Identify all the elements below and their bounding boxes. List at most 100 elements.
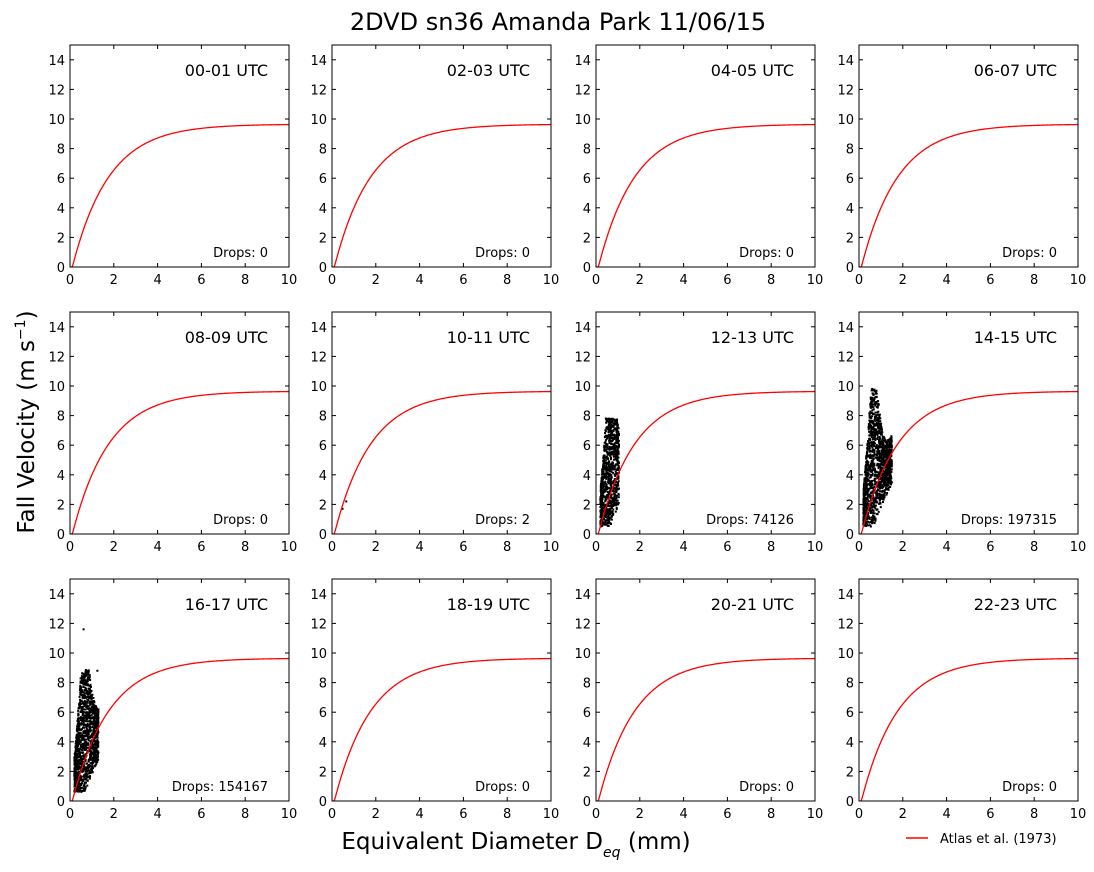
- drop-point: [882, 493, 885, 496]
- drop-point: [82, 673, 85, 675]
- drop-point: [883, 481, 886, 484]
- drop-point: [890, 446, 893, 449]
- drop-point: [882, 457, 885, 460]
- drop-point: [85, 733, 88, 736]
- drop-point: [867, 426, 870, 428]
- atlas-curve: [596, 390, 815, 534]
- drop-point: [83, 704, 86, 707]
- atlas-curve: [596, 123, 815, 267]
- drop-count: Drops: 0: [739, 780, 794, 795]
- drop-point: [600, 497, 603, 500]
- drop-point: [603, 447, 606, 450]
- drop-point: [78, 695, 81, 698]
- drop-point: [73, 759, 76, 762]
- drop-point: [77, 707, 80, 710]
- drop-point: [872, 511, 875, 514]
- drop-point: [615, 499, 618, 502]
- drop-point: [878, 456, 881, 459]
- drop-point: [88, 684, 91, 687]
- drop-point: [89, 683, 92, 686]
- drop-point: [871, 461, 874, 464]
- drop-point: [89, 775, 91, 778]
- drop-point: [604, 521, 607, 524]
- drop-point: [866, 478, 869, 481]
- drop-point: [616, 436, 619, 439]
- drop-point: [870, 485, 872, 487]
- drop-point: [863, 511, 866, 514]
- drop-point: [85, 744, 88, 747]
- drop-point: [874, 504, 877, 507]
- drop-point: [86, 742, 89, 745]
- drop-point: [92, 716, 95, 719]
- drop-point: [615, 463, 617, 466]
- drop-point: [887, 462, 890, 465]
- drop-point: [879, 481, 882, 484]
- drop-point: [79, 691, 82, 694]
- drop-point: [599, 509, 602, 512]
- drop-point: [600, 525, 603, 528]
- drop-point: [610, 433, 613, 436]
- drop-point: [614, 458, 617, 461]
- drop-point: [603, 441, 606, 444]
- drop-point: [79, 698, 81, 701]
- x-tick-label: 2: [110, 540, 118, 555]
- drop-point: [78, 756, 81, 758]
- drop-point: [875, 473, 878, 476]
- y-tick-label: 2: [583, 231, 591, 246]
- y-tick-label: 6: [319, 172, 327, 187]
- drop-point: [88, 748, 91, 751]
- y-tick-label: 14: [48, 54, 65, 69]
- drop-point: [607, 431, 610, 433]
- axes-frame: [595, 44, 816, 268]
- drop-point: [602, 466, 605, 469]
- drop-point: [613, 465, 616, 468]
- drop-point: [80, 709, 83, 712]
- drop-point: [86, 731, 89, 734]
- drop-point: [74, 751, 77, 754]
- drop-point: [612, 487, 615, 489]
- drop-point: [862, 504, 865, 507]
- drop-point: [868, 466, 871, 469]
- drop-point: [606, 451, 609, 454]
- drop-point: [608, 445, 611, 448]
- y-tick-label: 0: [57, 261, 65, 276]
- drop-point: [886, 459, 889, 462]
- y-tick-label: 14: [310, 588, 327, 603]
- drop-point: [869, 444, 872, 447]
- drop-point: [604, 476, 607, 479]
- drop-point: [889, 486, 892, 488]
- drop-point: [600, 482, 603, 485]
- drop-point: [869, 439, 872, 442]
- drop-point: [889, 478, 891, 480]
- drop-point: [889, 464, 892, 467]
- drop-count: Drops: 0: [475, 780, 530, 795]
- drop-point: [79, 693, 82, 696]
- drop-point: [91, 761, 94, 764]
- drop-point: [865, 506, 868, 509]
- y-tick-label: 12: [837, 83, 854, 98]
- x-tick-label: 4: [415, 807, 423, 822]
- y-tick-label: 4: [57, 202, 65, 217]
- drop-point: [92, 700, 95, 703]
- drop-point: [879, 437, 881, 440]
- drop-point: [90, 757, 93, 760]
- drop-point: [608, 477, 611, 480]
- drop-point: [600, 492, 603, 495]
- y-tick-label: 8: [57, 143, 65, 158]
- drop-point: [613, 479, 615, 482]
- drop-point: [76, 785, 79, 788]
- drop-point: [880, 449, 883, 452]
- drop-point: [77, 709, 80, 712]
- drop-point: [82, 691, 85, 694]
- y-tick-label: 6: [583, 706, 591, 721]
- drop-point: [82, 751, 85, 754]
- drop-point: [886, 456, 889, 459]
- x-axis-label-end: (mm): [621, 829, 691, 855]
- drop-point: [73, 788, 76, 791]
- drop-point: [872, 514, 875, 517]
- y-tick-label: 10: [48, 380, 65, 395]
- drop-point: [88, 702, 91, 705]
- drop-point: [96, 753, 99, 756]
- drop-point: [862, 494, 865, 497]
